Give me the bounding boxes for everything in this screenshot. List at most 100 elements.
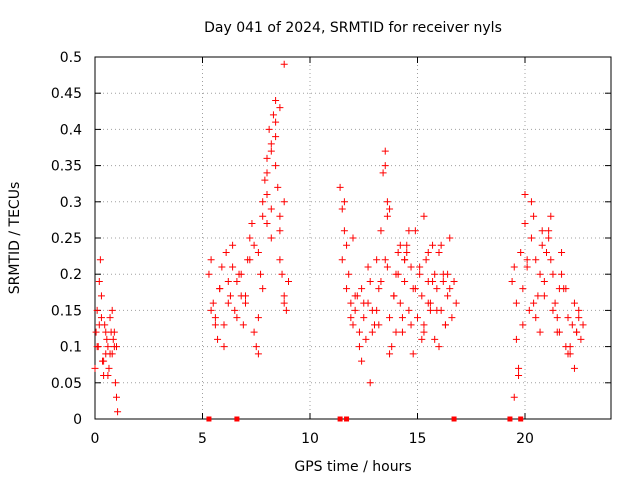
data-point — [566, 343, 574, 351]
data-point — [523, 256, 531, 264]
gap-markers — [206, 416, 524, 422]
data-point — [570, 299, 578, 307]
data-point — [220, 343, 228, 351]
data-point — [577, 335, 585, 343]
data-point — [111, 379, 119, 387]
data-point — [224, 299, 232, 307]
data-point — [538, 227, 546, 235]
data-point — [381, 162, 389, 170]
data-point — [272, 133, 280, 141]
data-point — [246, 234, 254, 242]
x-axis-label: GPS time / hours — [294, 459, 411, 475]
data-point — [540, 292, 548, 300]
data-point — [527, 198, 535, 206]
data-point — [570, 364, 578, 372]
data-point — [536, 270, 544, 278]
data-point — [205, 270, 213, 278]
data-point — [250, 241, 258, 249]
data-point — [426, 306, 434, 314]
data-point — [345, 270, 353, 278]
data-point — [93, 306, 101, 314]
data-point — [407, 321, 415, 329]
data-point — [252, 343, 260, 351]
data-point — [396, 299, 404, 307]
data-point — [519, 321, 527, 329]
data-point — [282, 306, 290, 314]
data-point — [285, 277, 292, 285]
x-tick-label: 15 — [409, 431, 427, 447]
data-point — [424, 299, 432, 307]
data-point — [246, 256, 254, 264]
data-point — [267, 147, 275, 155]
data-point — [211, 314, 219, 322]
data-point — [343, 285, 351, 293]
data-point — [278, 270, 286, 278]
data-point — [248, 220, 256, 228]
x-tick-label: 10 — [301, 431, 319, 447]
data-point — [532, 256, 540, 264]
data-point — [113, 343, 120, 351]
data-point — [519, 285, 527, 293]
data-point — [527, 234, 535, 242]
data-point — [349, 234, 357, 242]
data-point — [280, 60, 288, 68]
data-point — [267, 140, 275, 148]
data-point — [523, 263, 531, 271]
data-point — [280, 299, 288, 307]
data-point — [351, 306, 359, 314]
data-point — [521, 220, 529, 228]
data-point — [104, 343, 112, 351]
data-point — [431, 335, 439, 343]
data-point — [448, 314, 456, 322]
data-point — [269, 111, 277, 119]
data-point — [375, 285, 383, 293]
data-point — [93, 343, 101, 351]
x-tick-label: 20 — [516, 431, 534, 447]
data-point — [515, 372, 523, 380]
data-point — [388, 343, 396, 351]
data-point — [102, 328, 110, 336]
data-point — [242, 292, 249, 300]
data-point — [418, 292, 426, 300]
data-point — [254, 350, 262, 358]
data-point — [429, 241, 437, 249]
data-point — [109, 335, 117, 343]
data-points — [91, 60, 587, 416]
y-tick-label: 0.45 — [51, 86, 82, 102]
data-point — [383, 263, 391, 271]
data-point — [267, 234, 275, 242]
data-point — [392, 328, 400, 336]
data-point — [390, 292, 398, 300]
data-point — [100, 357, 108, 365]
data-point — [573, 328, 581, 336]
gap-marker — [206, 416, 212, 422]
data-point — [435, 343, 443, 351]
data-point — [229, 241, 237, 249]
data-point — [233, 314, 241, 322]
data-point — [338, 205, 346, 213]
data-point — [276, 104, 284, 112]
data-point — [263, 220, 271, 228]
data-point — [553, 314, 561, 322]
data-point — [377, 227, 385, 235]
data-point — [439, 277, 447, 285]
data-point — [96, 256, 104, 264]
data-point — [545, 227, 553, 235]
data-point — [95, 277, 103, 285]
y-tick-label: 0.5 — [60, 50, 82, 66]
data-point — [250, 328, 258, 336]
data-point — [272, 96, 280, 104]
data-point — [214, 335, 222, 343]
y-axis-label: SRMTID / TECUs — [7, 182, 23, 295]
data-point — [220, 321, 228, 329]
data-point — [433, 306, 441, 314]
x-tick-label: 0 — [91, 431, 100, 447]
data-point — [263, 169, 271, 177]
data-point — [510, 263, 518, 271]
data-point — [254, 248, 262, 256]
data-point — [575, 306, 583, 314]
grid — [95, 57, 611, 419]
data-point — [530, 212, 538, 220]
data-point — [525, 306, 533, 314]
data-point — [229, 263, 237, 271]
